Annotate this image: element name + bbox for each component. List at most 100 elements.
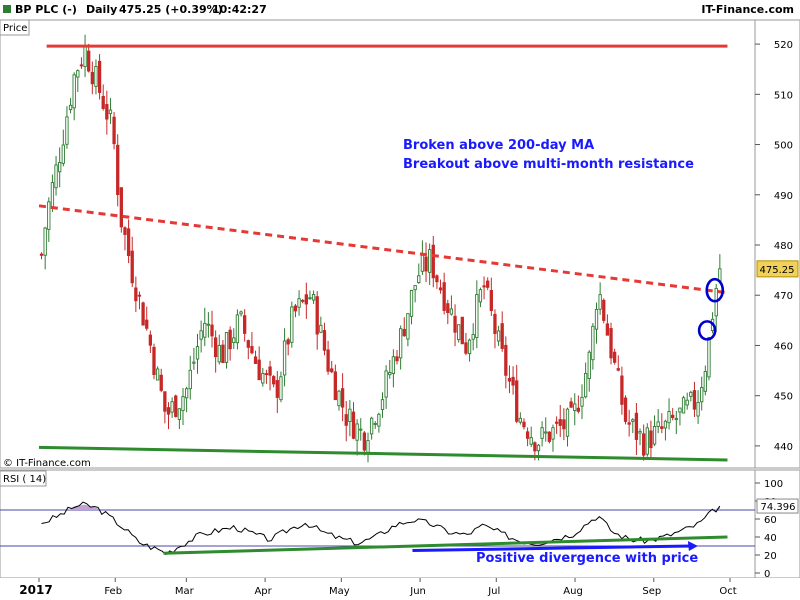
candle — [515, 364, 519, 424]
candle — [243, 309, 247, 342]
divergence-arrowhead — [687, 541, 698, 551]
candle — [609, 322, 613, 365]
candle — [478, 287, 483, 308]
candle — [700, 376, 704, 411]
candle — [398, 325, 403, 370]
candle — [685, 392, 689, 410]
divergence-arrow — [412, 544, 692, 552]
time-axis-label: Oct — [719, 586, 736, 597]
candle — [79, 57, 84, 69]
rsi-tick-label: 100 — [764, 479, 783, 490]
candle — [206, 312, 211, 338]
candle — [272, 375, 276, 388]
candle — [464, 332, 468, 356]
candle — [90, 61, 94, 95]
candle — [402, 317, 406, 337]
candle — [583, 362, 588, 399]
candle — [362, 430, 367, 456]
candle — [76, 69, 80, 92]
time-axis-label: Sep — [642, 586, 661, 597]
time-axis — [0, 578, 800, 600]
quote-time: 10:42:27 — [212, 3, 267, 16]
candle — [504, 336, 508, 389]
candle — [297, 290, 301, 316]
candle — [123, 226, 127, 251]
candle — [279, 371, 283, 403]
time-axis-label: 2017 — [19, 583, 52, 597]
candle — [707, 337, 711, 381]
candle — [159, 368, 163, 393]
candle — [322, 322, 327, 356]
candle — [112, 112, 116, 150]
candle — [228, 326, 232, 361]
candle — [319, 316, 323, 334]
candle — [315, 291, 319, 350]
candle — [43, 226, 47, 270]
candle — [184, 386, 189, 413]
flag-icon — [3, 5, 11, 13]
candle — [65, 106, 69, 149]
candle — [54, 155, 58, 196]
candle — [137, 291, 142, 310]
candle — [612, 348, 617, 365]
candle — [518, 412, 522, 425]
candle — [130, 236, 134, 288]
brand-link[interactable]: IT-Finance.com — [701, 3, 794, 16]
candle — [692, 381, 697, 418]
annotation-line-2: Breakout above multi-month resistance — [403, 157, 694, 172]
candle — [652, 415, 657, 447]
price-tick-label: 520 — [774, 40, 793, 51]
candle — [449, 295, 454, 316]
candle — [210, 310, 214, 348]
candle — [703, 365, 707, 396]
time-axis-label: Aug — [563, 586, 583, 597]
candle — [163, 391, 167, 424]
candle — [39, 252, 44, 260]
candle — [199, 320, 203, 353]
rsi-panel — [0, 469, 756, 579]
candle — [500, 311, 504, 352]
candle — [406, 313, 410, 347]
candle — [192, 347, 196, 370]
candle — [239, 310, 243, 317]
candle — [268, 360, 272, 391]
price-tick-label: 440 — [774, 442, 793, 453]
candle — [145, 306, 149, 331]
candle — [308, 290, 312, 300]
candle — [97, 54, 102, 100]
candle — [681, 395, 686, 414]
candle — [166, 402, 171, 430]
candle — [507, 365, 512, 394]
rsi-annotation: Positive divergence with price — [476, 551, 698, 566]
candle — [424, 242, 428, 283]
rsi-panel-title: RSI ( 14) — [3, 474, 46, 485]
candle — [221, 340, 225, 364]
candle — [58, 147, 62, 188]
candle — [678, 407, 682, 426]
candle — [340, 373, 345, 422]
price-panel-title-box — [0, 19, 30, 36]
candle — [337, 389, 341, 411]
candle — [486, 277, 490, 291]
candle — [290, 301, 294, 348]
candle — [116, 134, 120, 207]
candle — [326, 340, 330, 375]
period-label: Daily — [86, 3, 118, 16]
candle — [671, 408, 675, 421]
candle — [152, 343, 156, 380]
candle — [442, 272, 446, 315]
candle — [108, 98, 113, 124]
candle — [377, 412, 381, 433]
candle — [544, 417, 548, 442]
candle — [431, 236, 435, 288]
candle — [453, 304, 457, 347]
candle — [428, 243, 432, 286]
candle — [359, 418, 363, 441]
candle — [170, 397, 174, 418]
candle — [301, 299, 305, 304]
price-tick-label: 480 — [774, 241, 793, 252]
candle — [47, 197, 51, 242]
candle — [656, 409, 660, 434]
